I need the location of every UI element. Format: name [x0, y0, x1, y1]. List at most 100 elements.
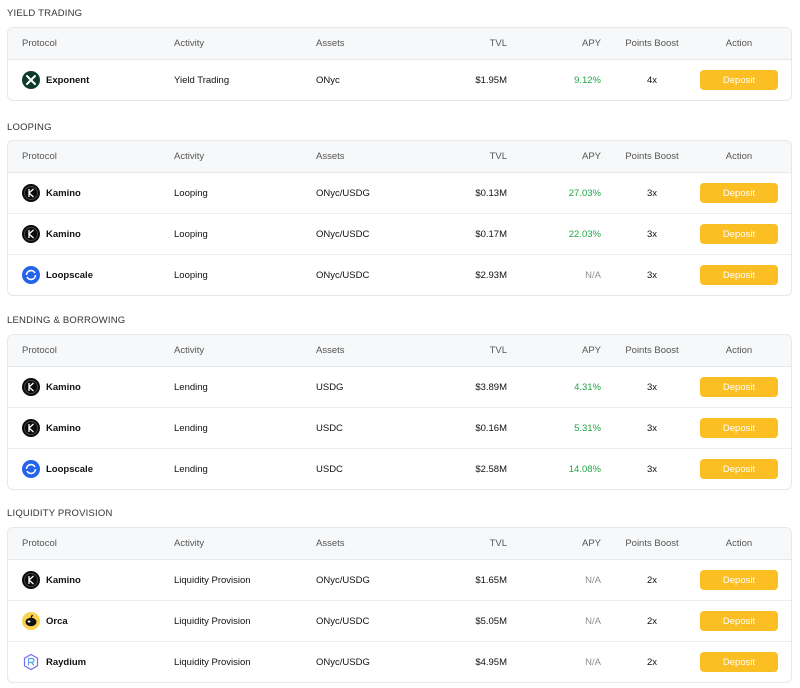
col-header-activity: Activity: [174, 38, 205, 49]
tvl-cell: $5.05M: [475, 615, 507, 627]
col-header-apy: APY: [581, 38, 601, 49]
apy-cell: 5.31%: [574, 422, 601, 434]
protocol-cell: Kamino: [22, 408, 81, 448]
table-row: Kamino Looping ONyc/USDC $0.17M 22.03% 3x Depo…: [8, 214, 791, 255]
col-header-points-boost: Points Boost: [625, 345, 679, 356]
tvl-cell: $2.58M: [475, 463, 507, 475]
table-row: Kamino Lending USDG $3.89M 4.31% 3x Deposit: [8, 367, 791, 408]
protocol-name: Kamino: [46, 574, 81, 586]
protocol-name: Kamino: [46, 187, 81, 199]
loopscale-icon: [22, 266, 40, 284]
action-cell: Deposit: [700, 367, 778, 407]
apy-cell: N/A: [585, 615, 601, 627]
col-header-apy: APY: [581, 538, 601, 549]
loopscale-icon: [22, 460, 40, 478]
col-header-apy: APY: [581, 151, 601, 162]
points-boost-cell: 2x: [646, 615, 658, 627]
activity-cell: Looping: [174, 228, 208, 240]
deposit-button[interactable]: Deposit: [700, 377, 778, 397]
section-title: LOOPING: [7, 122, 52, 133]
deposit-button[interactable]: Deposit: [700, 265, 778, 285]
protocol-name: Orca: [46, 615, 68, 627]
table-header: Protocol Activity Assets TVL APY Points Boost…: [8, 528, 791, 560]
points-boost-cell: 3x: [646, 463, 658, 475]
opportunity-table: Protocol Activity Assets TVL APY Points Boost…: [7, 334, 792, 490]
tvl-cell: $3.89M: [475, 381, 507, 393]
kamino-icon: [22, 184, 40, 202]
action-cell: Deposit: [700, 560, 778, 600]
assets-cell: ONyc/USDC: [316, 228, 370, 240]
opportunity-table: Protocol Activity Assets TVL APY Points Boost…: [7, 27, 792, 101]
deposit-button[interactable]: Deposit: [700, 570, 778, 590]
action-cell: Deposit: [700, 214, 778, 254]
activity-cell: Liquidity Provision: [174, 656, 251, 668]
col-header-protocol: Protocol: [22, 345, 57, 356]
deposit-button[interactable]: Deposit: [700, 652, 778, 672]
action-cell: Deposit: [700, 173, 778, 213]
apy-cell: 27.03%: [568, 187, 601, 199]
table-header: Protocol Activity Assets TVL APY Points Boost…: [8, 141, 791, 173]
col-header-assets: Assets: [316, 345, 345, 356]
protocol-name: Loopscale: [46, 269, 93, 281]
assets-cell: USDC: [316, 422, 343, 434]
col-header-activity: Activity: [174, 345, 205, 356]
activity-cell: Liquidity Provision: [174, 574, 251, 586]
kamino-icon: [22, 378, 40, 396]
protocol-name: Kamino: [46, 422, 81, 434]
raydium-icon: [22, 653, 40, 671]
deposit-button[interactable]: Deposit: [700, 611, 778, 631]
col-header-protocol: Protocol: [22, 538, 57, 549]
opportunity-table: Protocol Activity Assets TVL APY Points Boost…: [7, 527, 792, 683]
assets-cell: USDC: [316, 463, 343, 475]
table-row: Exponent Yield Trading ONyc $1.95M 9.12% 4x De…: [8, 60, 791, 100]
protocol-cell: Raydium: [22, 642, 86, 682]
col-header-points-boost: Points Boost: [625, 38, 679, 49]
assets-cell: ONyc/USDC: [316, 615, 370, 627]
apy-cell: N/A: [585, 656, 601, 668]
assets-cell: ONyc/USDG: [316, 187, 370, 199]
col-header-assets: Assets: [316, 151, 345, 162]
protocol-name: Kamino: [46, 228, 81, 240]
deposit-button[interactable]: Deposit: [700, 224, 778, 244]
points-boost-cell: 3x: [646, 381, 658, 393]
deposit-button[interactable]: Deposit: [700, 418, 778, 438]
tvl-cell: $4.95M: [475, 656, 507, 668]
protocol-cell: Orca: [22, 601, 68, 641]
action-cell: Deposit: [700, 408, 778, 448]
apy-cell: 14.08%: [568, 463, 601, 475]
table-row: Kamino Lending USDC $0.16M 5.31% 3x Deposit: [8, 408, 791, 449]
col-header-action: Action: [725, 538, 753, 549]
protocol-cell: Exponent: [22, 60, 89, 100]
protocol-name: Raydium: [46, 656, 87, 668]
exponent-icon: [22, 71, 40, 89]
action-cell: Deposit: [700, 255, 778, 295]
protocol-cell: Kamino: [22, 367, 81, 407]
col-header-action: Action: [725, 38, 753, 49]
col-header-tvl: TVL: [489, 151, 507, 162]
col-header-activity: Activity: [174, 538, 205, 549]
activity-cell: Lending: [174, 463, 208, 475]
section-title: LIQUIDITY PROVISION: [7, 508, 113, 519]
col-header-tvl: TVL: [489, 38, 507, 49]
protocol-name: Loopscale: [46, 463, 93, 475]
col-header-apy: APY: [581, 345, 601, 356]
col-header-action: Action: [725, 345, 753, 356]
table-row: Loopscale Lending USDC $2.58M 14.08% 3x Deposi…: [8, 449, 791, 489]
deposit-button[interactable]: Deposit: [700, 459, 778, 479]
activity-cell: Looping: [174, 187, 208, 199]
table-row: Orca Liquidity Provision ONyc/USDC $5.05M N/…: [8, 601, 791, 642]
action-cell: Deposit: [700, 60, 778, 100]
kamino-icon: [22, 419, 40, 437]
deposit-button[interactable]: Deposit: [700, 183, 778, 203]
points-boost-cell: 3x: [646, 269, 658, 281]
protocol-name: Exponent: [46, 74, 90, 86]
deposit-button[interactable]: Deposit: [700, 70, 778, 90]
action-cell: Deposit: [700, 601, 778, 641]
action-cell: Deposit: [700, 642, 778, 682]
points-boost-cell: 3x: [646, 187, 658, 199]
apy-cell: 9.12%: [574, 74, 601, 86]
points-boost-cell: 2x: [646, 574, 658, 586]
points-boost-cell: 4x: [646, 74, 658, 86]
tvl-cell: $0.16M: [475, 422, 507, 434]
table-row: Kamino Liquidity Provision ONyc/USDG $1.65M…: [8, 560, 791, 601]
